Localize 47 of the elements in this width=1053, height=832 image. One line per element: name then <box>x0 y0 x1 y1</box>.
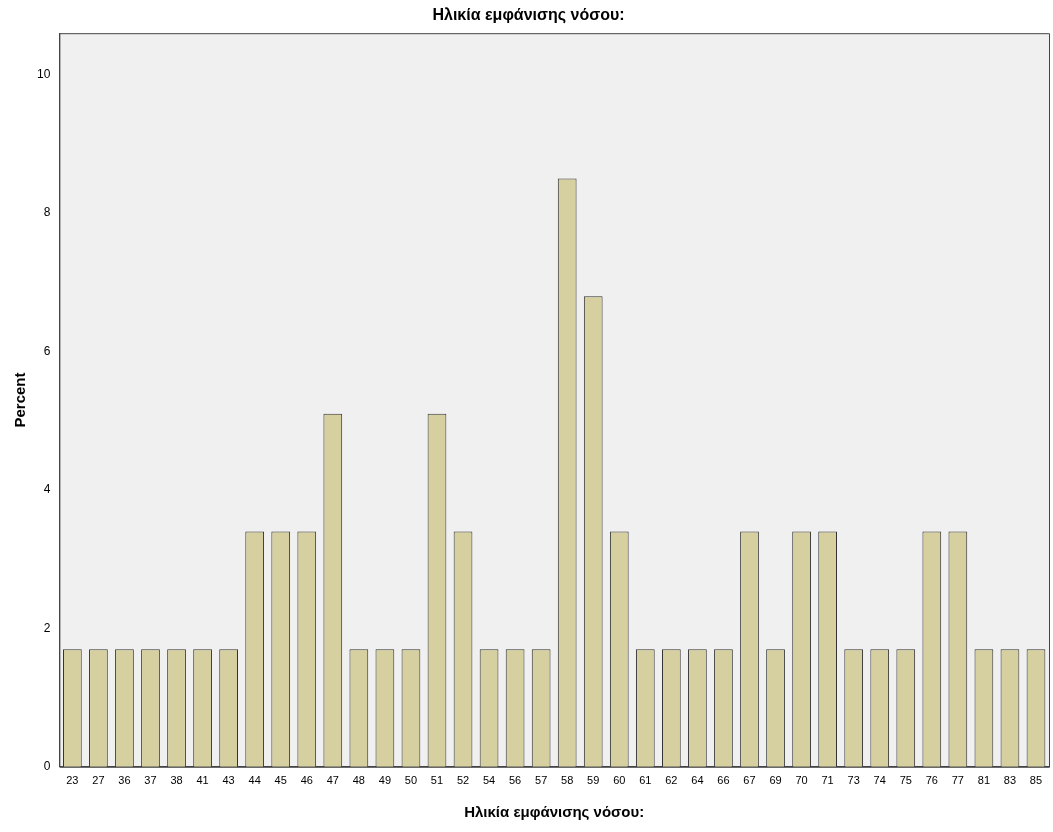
x-tick-label: 48 <box>352 774 365 787</box>
x-tick-label: 43 <box>222 774 235 787</box>
x-tick-label: 44 <box>248 774 261 787</box>
x-tick-label: 85 <box>1029 774 1043 787</box>
y-axis-title: Percent <box>11 372 29 428</box>
y-tick-label: 6 <box>43 343 51 358</box>
y-tick-label: 2 <box>43 620 51 635</box>
x-tick-label: 49 <box>378 774 392 787</box>
y-tick-label: 10 <box>36 67 51 82</box>
x-tick-label: 66 <box>717 774 730 787</box>
x-tick-label: 27 <box>92 774 105 787</box>
y-tick-label: 0 <box>43 759 51 774</box>
x-tick-label: 83 <box>1003 774 1017 787</box>
x-tick-label: 54 <box>482 774 496 787</box>
x-tick-label: 36 <box>118 774 131 787</box>
x-tick-label: 81 <box>977 774 991 787</box>
x-tick-label: 75 <box>899 774 912 787</box>
x-tick-label: 52 <box>456 774 470 787</box>
x-tick-label: 41 <box>196 774 209 787</box>
chart-title: Ηλικία εμφάνισης νόσου: <box>432 6 625 25</box>
x-tick-label: 58 <box>561 774 574 787</box>
x-tick-label: 70 <box>795 774 808 787</box>
x-tick-label: 57 <box>535 774 548 787</box>
x-tick-label: 37 <box>144 774 157 787</box>
x-tick-label: 73 <box>847 774 860 787</box>
x-tick-label: 71 <box>821 774 834 787</box>
x-tick-label: 50 <box>404 774 418 787</box>
y-tick-label: 8 <box>43 205 51 220</box>
x-tick-label: 60 <box>613 774 626 787</box>
x-tick-label: 76 <box>925 774 938 787</box>
x-tick-label: 74 <box>873 774 886 787</box>
x-tick-label: 64 <box>691 774 704 787</box>
x-tick-label: 77 <box>951 774 964 787</box>
x-tick-label: 61 <box>639 774 652 787</box>
x-tick-label: 59 <box>587 774 600 787</box>
x-tick-label: 62 <box>665 774 678 787</box>
x-tick-label: 23 <box>66 774 79 787</box>
x-tick-label: 56 <box>508 774 522 787</box>
x-tick-label: 47 <box>326 774 339 787</box>
x-tick-label: 45 <box>274 774 287 787</box>
x-axis-title: Ηλικία εμφάνισης νόσου: <box>464 803 645 821</box>
x-tick-label: 69 <box>769 774 782 787</box>
x-tick-label: 67 <box>743 774 756 787</box>
x-tick-label: 51 <box>430 774 444 787</box>
y-tick-label: 4 <box>43 482 51 497</box>
x-tick-label: 38 <box>170 774 183 787</box>
x-tick-label: 46 <box>300 774 313 787</box>
